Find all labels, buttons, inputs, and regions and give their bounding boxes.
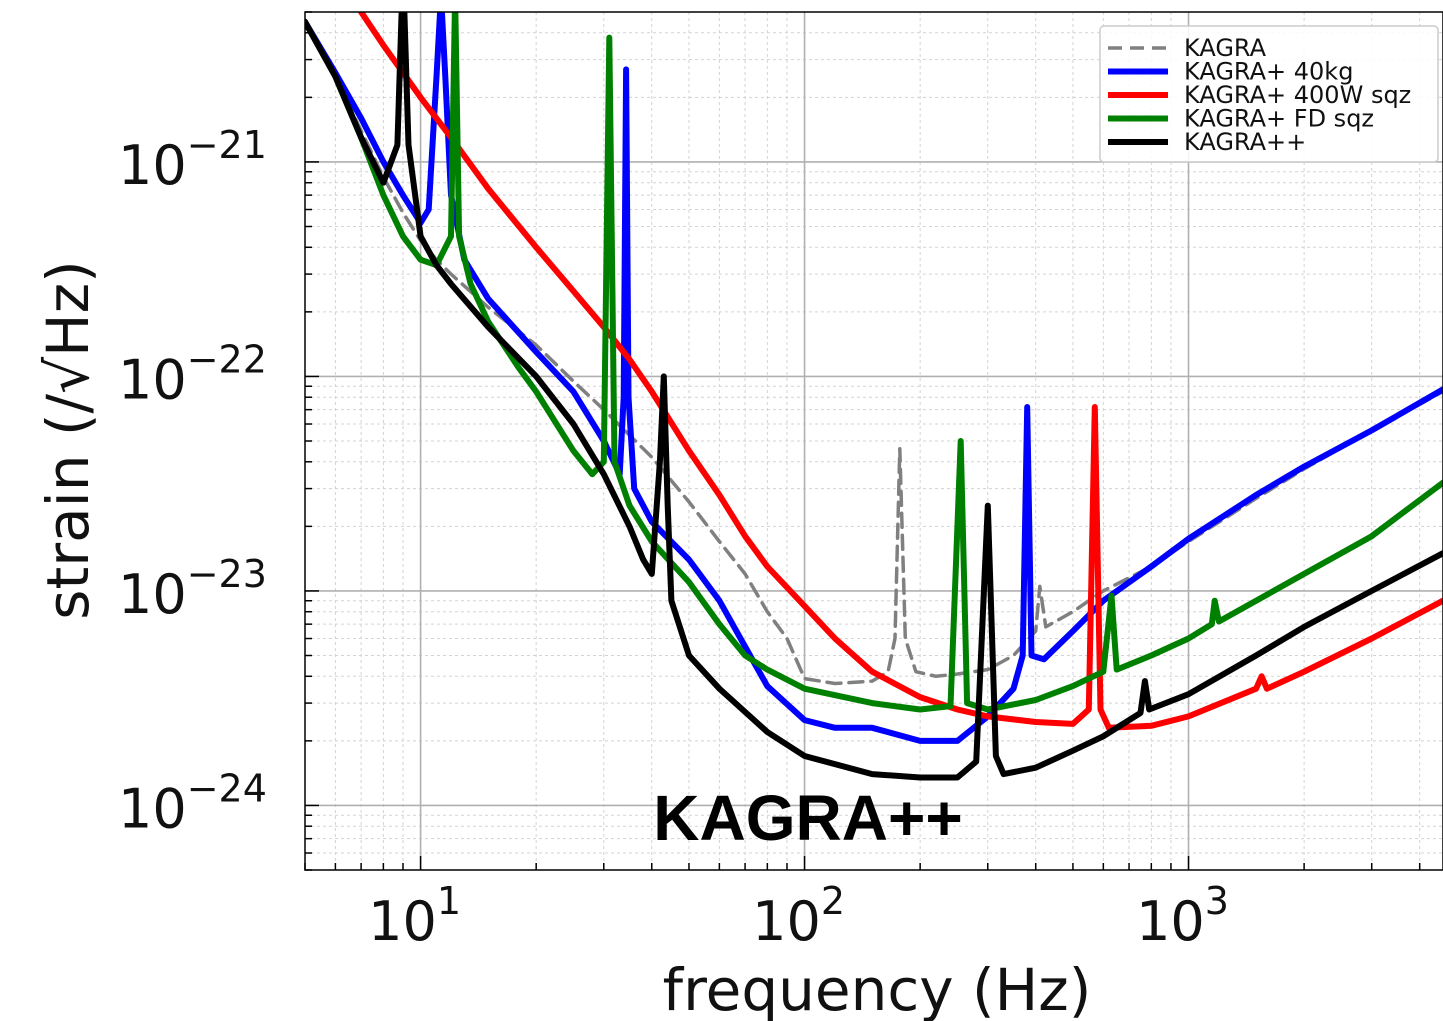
y-tick-labels: 10−21 10−22 10−23 10−24 [118, 123, 267, 841]
y-axis-label: strain (/√Hz) [34, 260, 102, 619]
series-line-4 [305, 12, 1443, 781]
series-layer [305, 12, 1443, 781]
series-line-2 [358, 12, 1443, 731]
x-tick-labels: 101 102 103 [368, 879, 1229, 953]
legend-label: KAGRA+ 40kg [1184, 58, 1353, 86]
series-line-3 [305, 12, 1443, 713]
y-tick-label: 10−21 [118, 123, 267, 197]
x-tick-label: 101 [368, 879, 461, 953]
y-tick-label: 10−24 [118, 766, 267, 840]
series-line-1 [305, 12, 1443, 744]
x-tick-label: 103 [1136, 879, 1229, 953]
y-tick-label: 10−22 [118, 337, 267, 411]
x-tick-label: 102 [752, 879, 845, 953]
legend-label: KAGRA++ [1184, 128, 1306, 156]
kagra-plus-plus-annotation: KAGRA++ [653, 782, 962, 854]
legend-label: KAGRA [1184, 34, 1267, 62]
legend-label: KAGRA+ 400W sqz [1184, 81, 1411, 109]
legend-label: KAGRA+ FD sqz [1184, 105, 1374, 133]
legend-box [1099, 25, 1439, 163]
series-line-0 [305, 20, 1443, 686]
axis-ticks [304, 11, 1421, 871]
y-tick-label: 10−23 [118, 552, 267, 626]
x-axis-label: frequency (Hz) [663, 956, 1092, 1021]
